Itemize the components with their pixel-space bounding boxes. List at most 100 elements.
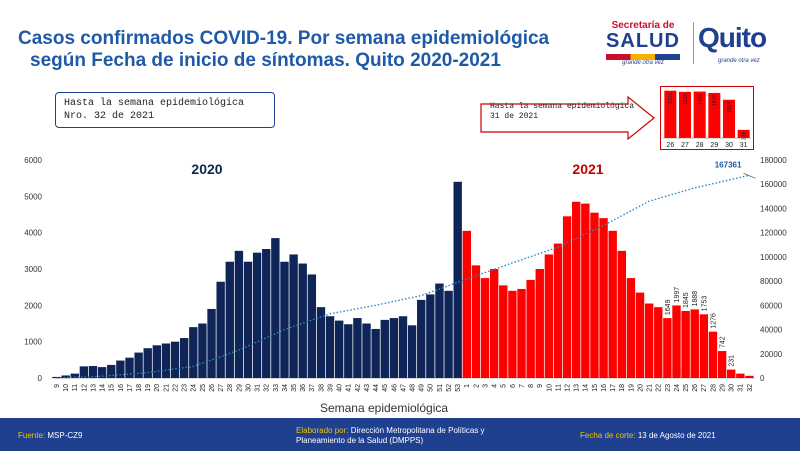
bar-2021-bar	[535, 269, 544, 378]
inset-x-label: 31	[740, 142, 748, 149]
bar-2020-bar	[252, 252, 262, 378]
bar-2021-bar	[672, 305, 681, 378]
cumulative-line	[56, 174, 750, 379]
bar-2020-bar	[198, 323, 207, 378]
bar-2021-bar	[663, 318, 672, 378]
x-tick-label: 22	[656, 384, 663, 392]
bar-2020-bar	[134, 352, 143, 378]
x-tick-label: 38	[318, 384, 325, 392]
salud-logo-top: Secretaría de	[611, 20, 675, 31]
y2-tick-label: 0	[760, 374, 765, 383]
footer-source-label: Fuente:	[18, 431, 46, 440]
x-tick-label: 46	[391, 384, 398, 392]
x-tick-label: 50	[428, 384, 435, 392]
salud-logo-stripe	[606, 54, 680, 60]
y2-tick-label: 140000	[760, 204, 787, 213]
y2-tick-label: 160000	[760, 180, 787, 189]
x-tick-label: 10	[546, 384, 553, 392]
bar-2021-bar	[489, 269, 499, 378]
x-tick-label: 29	[719, 384, 726, 392]
bar-2020-bar	[152, 345, 162, 378]
x-tick-label: 22	[172, 384, 179, 392]
bar-2020-bar	[353, 318, 362, 378]
bar-2020-bar	[97, 367, 107, 378]
quito-logo: Quito grande otra vez	[698, 20, 788, 66]
x-tick-label: 31	[255, 384, 262, 392]
x-tick-label: 11	[72, 384, 79, 391]
x-tick-label: 24	[191, 384, 198, 392]
bar-2021-bar	[681, 310, 690, 378]
bar-2021-bar	[644, 303, 654, 378]
note-right-arrow	[480, 95, 655, 141]
y2-tick-label: 180000	[760, 156, 787, 165]
x-tick-label: 36	[300, 384, 307, 392]
bar-2021-bar	[727, 369, 736, 378]
salud-logo-tag: grande otra vez	[622, 60, 664, 66]
x-tick-label: 42	[355, 384, 362, 392]
data-label: 1649	[665, 299, 672, 315]
x-tick-label: 18	[619, 384, 626, 392]
bar-2021-bar	[745, 375, 754, 378]
bar-2021-bar	[717, 351, 727, 378]
x-tick-label: 29	[236, 384, 243, 392]
bar-2020-bar	[380, 319, 389, 378]
inset-data-label: 338	[741, 132, 747, 141]
x-tick-label: 14	[100, 384, 107, 392]
bar-2020-bar	[52, 376, 61, 378]
x-tick-label: 45	[382, 384, 389, 392]
data-label: 1997	[674, 287, 681, 303]
bar-2020-bar	[225, 261, 234, 378]
y2-tick-label: 100000	[760, 253, 787, 262]
x-tick-label: 12	[565, 384, 572, 392]
x-tick-label: 12	[81, 384, 88, 392]
x-tick-label: 49	[419, 384, 426, 392]
bar-2021-bar	[736, 373, 745, 378]
bar-2021-bar	[599, 218, 608, 378]
x-tick-label: 14	[583, 384, 590, 392]
bar-2020-bar	[61, 375, 70, 378]
footer-source: Fuente: MSP-CZ9	[18, 431, 83, 440]
x-tick-label: 27	[218, 384, 225, 392]
bar-2020-bar	[207, 308, 216, 378]
inset-data-label: 1935	[697, 93, 703, 104]
note-right-line2: 31 de 2021	[490, 112, 539, 121]
data-label: 1888	[692, 291, 699, 307]
inset-x-label: 26	[666, 142, 674, 149]
x-tick-label: 18	[136, 384, 143, 392]
cumulative-end-marker	[743, 172, 756, 179]
x-tick-label: 34	[282, 384, 289, 392]
bar-2020-bar	[107, 364, 116, 378]
bar-2020-bar	[143, 348, 152, 378]
bar-2020-bar	[334, 320, 344, 378]
bar-2020-bar	[344, 324, 353, 378]
x-tick-label: 10	[63, 384, 70, 392]
bar-2020-bar	[398, 316, 408, 378]
x-tick-label: 20	[637, 384, 644, 392]
bar-2020-bar	[298, 263, 307, 378]
y-tick-label: 3000	[24, 265, 42, 274]
inset-bar	[678, 91, 692, 138]
bar-2021-bar	[581, 203, 590, 378]
x-tick-label: 17	[610, 384, 617, 392]
y-tick-label: 2000	[24, 301, 42, 310]
x-tick-label: 7	[519, 384, 526, 388]
footer-date-value: 13 de Agosto de 2021	[637, 431, 716, 440]
x-tick-label: 21	[647, 384, 654, 392]
inset-data-label: 1594	[727, 102, 733, 113]
x-tick-label: 23	[182, 384, 189, 392]
x-tick-label: 2	[473, 384, 480, 388]
bar-2020-bar	[262, 249, 271, 378]
bar-2020-bar	[170, 341, 180, 378]
inset-x-label: 27	[681, 142, 689, 149]
bar-2020-bar	[216, 281, 225, 378]
y-tick-label: 5000	[24, 192, 42, 201]
x-tick-label: 4	[492, 384, 499, 388]
main-chart: 0100020003000400050006000020000400006000…	[24, 156, 787, 415]
bar-2020-bar	[161, 343, 171, 378]
y2-tick-label: 80000	[760, 277, 783, 286]
x-tick-label: 13	[574, 384, 581, 392]
x-tick-label: 19	[145, 384, 152, 392]
bar-2021-bar	[654, 307, 663, 378]
inset-bar	[722, 99, 736, 138]
